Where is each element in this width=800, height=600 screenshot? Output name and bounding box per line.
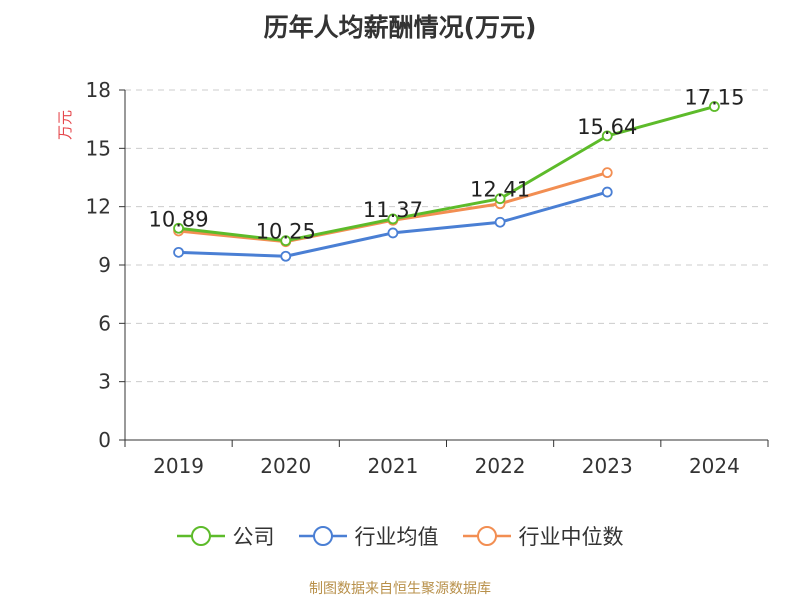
data-point[interactable] xyxy=(280,235,292,247)
data-label-layer: 10.89 10.25 11.37 12.41 15.64 17.15 xyxy=(149,86,745,244)
x-tick-label: 2022 xyxy=(475,454,526,478)
legend-item-1[interactable]: 行业均值 xyxy=(298,521,439,551)
legend-label: 公司 xyxy=(232,525,275,549)
x-tick-label: 2024 xyxy=(689,454,740,478)
grid-layer xyxy=(125,89,768,383)
data-point[interactable] xyxy=(601,130,613,142)
legend-label: 行业均值 xyxy=(354,525,439,549)
data-point[interactable] xyxy=(173,222,184,234)
data-point[interactable] xyxy=(387,227,399,239)
data-label: 17.15 xyxy=(684,86,744,110)
data-point[interactable] xyxy=(387,213,399,225)
x-tick-label: 2021 xyxy=(367,454,418,478)
chart-title: 历年人均薪酬情况(万元) xyxy=(263,13,537,42)
legend-swatch xyxy=(462,526,511,546)
legend-swatch xyxy=(176,526,225,546)
data-point[interactable] xyxy=(494,193,506,205)
x-tick-label: 2020 xyxy=(260,454,311,478)
x-tick-label: 2023 xyxy=(582,454,633,478)
data-label: 12.41 xyxy=(470,178,530,202)
y-tick-label: 3 xyxy=(98,370,111,394)
data-point[interactable] xyxy=(280,250,292,262)
data-label: 11.37 xyxy=(363,198,423,222)
legend-swatch xyxy=(298,526,347,546)
y-tick-label: 18 xyxy=(86,78,111,102)
data-point[interactable] xyxy=(173,246,184,258)
y-tick-label: 15 xyxy=(86,136,111,160)
data-point[interactable] xyxy=(601,167,613,179)
y-tick-label: 12 xyxy=(86,195,111,219)
y-axis-title: 万元 xyxy=(56,110,74,140)
y-tick-label: 9 xyxy=(98,253,111,277)
axis-layer: 0 3 6 9 12 15 18 2019 2020 2021 2022 2023 2024 xyxy=(86,78,769,478)
series-line-0 xyxy=(178,105,715,243)
series-layer xyxy=(173,101,720,262)
legend-item-0[interactable]: 公司 xyxy=(176,521,275,551)
source-note: 制图数据来自恒生聚源数据库 xyxy=(309,581,491,597)
data-label: 10.89 xyxy=(149,207,209,231)
x-tick-label: 2019 xyxy=(153,454,204,478)
data-label: 10.25 xyxy=(256,220,316,244)
legend: 公司 行业均值 行业中位数 xyxy=(0,520,800,552)
y-tick-label: 0 xyxy=(98,428,111,452)
data-point[interactable] xyxy=(601,186,613,198)
data-point[interactable] xyxy=(494,216,506,228)
data-label: 15.64 xyxy=(577,115,637,139)
legend-label: 行业中位数 xyxy=(518,525,624,549)
legend-item-2[interactable]: 行业中位数 xyxy=(462,521,624,551)
y-tick-label: 6 xyxy=(98,311,111,335)
data-point[interactable] xyxy=(709,101,720,112)
